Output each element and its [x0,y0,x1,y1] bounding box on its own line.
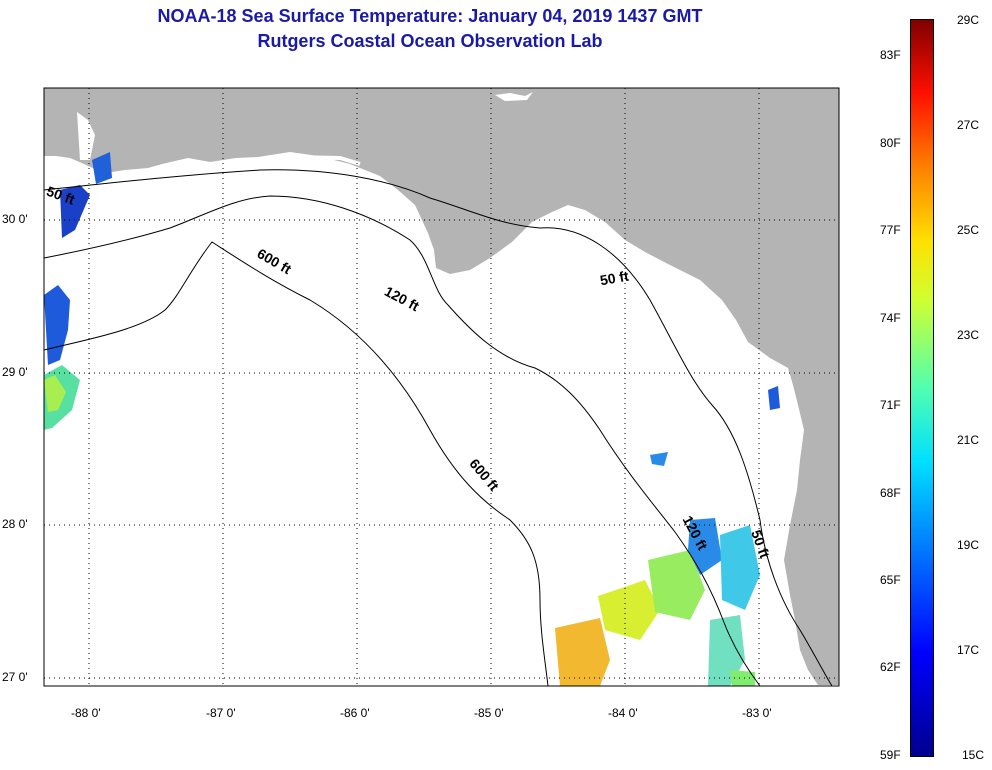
contour-120ft [43,195,761,687]
depth-contours [43,169,833,687]
colorbar-fahrenheit-label: 65F [880,573,901,587]
colorbar-fahrenheit-label: 71F [880,398,901,412]
sst-patches [44,152,780,686]
lat-tick-label: 28 0' [2,517,28,531]
temperature-colorbar [910,19,934,757]
colorbar-celsius-label: 15C [962,748,985,762]
colorbar-fahrenheit-label: 62F [880,660,901,674]
colorbar-celsius-label: 25C [957,223,980,237]
colorbar-fahrenheit-label: 77F [880,223,901,237]
mobile-bay [77,112,95,160]
colorbar-celsius-label: 17C [957,643,980,657]
map-frame [43,87,840,687]
lat-tick-label: 30 0' [2,212,28,226]
lat-tick-label: 29 0' [2,365,28,379]
colorbar-celsius-label: 19C [957,538,980,552]
barrier-islands [99,154,361,178]
lon-tick-label: -83 0' [742,706,772,720]
map-subtitle: Rutgers Coastal Ocean Observation Lab [257,31,603,51]
contour-50ft [43,169,833,687]
land-mass [44,88,839,685]
colorbar-celsius-label: 23C [957,328,980,342]
lon-tick-label: -85 0' [474,706,504,720]
lon-tick-label: -84 0' [608,706,638,720]
colorbar-fahrenheit-label: 83F [880,48,901,62]
lon-tick-label: -88 0' [71,706,101,720]
colorbar-celsius-label: 27C [957,118,980,132]
lon-tick-label: -86 0' [340,706,370,720]
colorbar-fahrenheit-label: 59F [880,748,901,762]
colorbar-celsius-label: 29C [957,13,980,27]
colorbar-celsius-label: 21C [957,433,980,447]
colorbar-fahrenheit-label: 74F [880,311,901,325]
lat-tick-label: 27 0' [2,670,28,684]
lon-tick-label: -87 0' [206,706,236,720]
colorbar-fahrenheit-label: 80F [880,136,901,150]
contour-600ft [43,241,549,687]
contour-label-50ft-central: 50 ft [599,268,630,289]
colorbar-fahrenheit-label: 68F [880,486,901,500]
map-title: NOAA-18 Sea Surface Temperature: January… [157,6,703,26]
lake [495,92,533,101]
